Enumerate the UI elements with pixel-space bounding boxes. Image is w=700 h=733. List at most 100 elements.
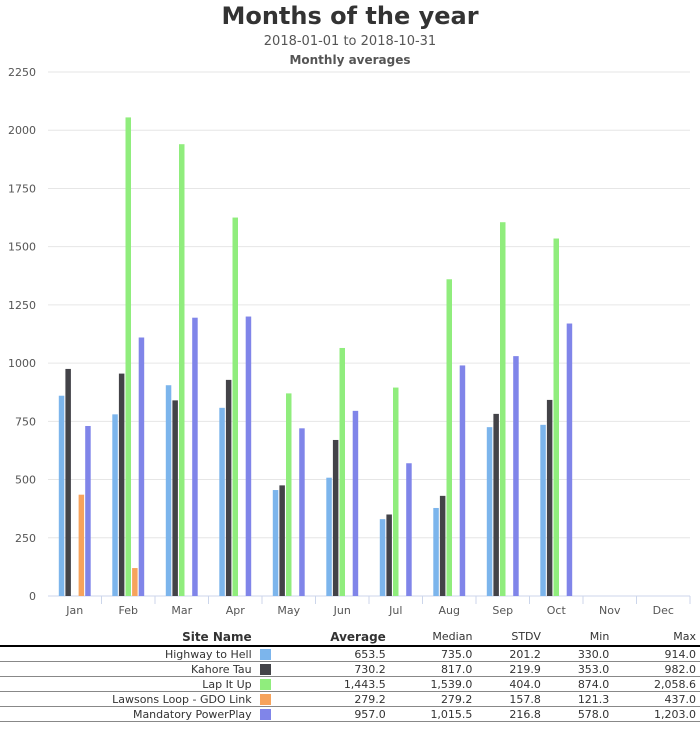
bar — [386, 514, 392, 596]
min-cell: 330.0 — [544, 646, 614, 662]
site-name-cell: Lap It Up — [0, 676, 256, 692]
stdv-cell: 157.8 — [476, 691, 545, 707]
x-tick-label: Dec — [653, 604, 674, 617]
header-max: Max — [613, 628, 700, 647]
legend-swatch — [259, 709, 271, 720]
median-cell: 735.0 — [389, 646, 477, 662]
table-row: Lap It Up 1,443.5 1,539.0 404.0 874.0 2,058.6 — [0, 676, 700, 692]
stdv-cell: 201.2 — [476, 646, 545, 662]
bar — [553, 238, 559, 596]
swatch-cell — [255, 706, 280, 722]
table-row: Kahore Tau 730.2 817.0 219.9 353.0 982.0 — [0, 661, 700, 677]
bar — [406, 463, 412, 596]
bar — [192, 317, 198, 596]
median-cell: 1,015.5 — [389, 706, 477, 722]
bar — [486, 427, 493, 596]
bar — [500, 222, 506, 597]
site-name-cell: Lawsons Loop - GDO Link — [0, 691, 256, 707]
bar — [433, 507, 439, 596]
y-tick-label: 2000 — [8, 124, 36, 137]
bar — [219, 407, 225, 596]
table-row: Lawsons Loop - GDO Link 279.2 279.2 157.8 12… — [0, 691, 700, 707]
y-tick-label: 1500 — [8, 241, 36, 254]
median-cell: 817.0 — [389, 661, 477, 677]
average-cell: 279.2 — [279, 691, 390, 707]
header-median: Median — [389, 628, 477, 647]
bar — [125, 117, 131, 596]
bar — [65, 368, 71, 596]
bar — [179, 144, 185, 596]
x-tick-label: Feb — [119, 604, 138, 617]
x-tick-label: Sep — [492, 604, 513, 617]
header-average: Average — [279, 628, 390, 647]
bar — [566, 323, 573, 596]
x-tick-label: Aug — [439, 604, 460, 617]
stats-header-row: Site Name Average Median STDV Min Max — [0, 628, 700, 647]
bar — [439, 495, 446, 596]
bar — [132, 568, 138, 596]
swatch-cell — [255, 691, 280, 707]
y-tick-label: 500 — [15, 474, 36, 487]
header-min: Min — [544, 628, 614, 647]
bar — [232, 217, 238, 597]
median-cell: 1,539.0 — [389, 676, 477, 692]
site-name-cell: Kahore Tau — [0, 661, 256, 677]
swatch-cell — [255, 661, 280, 677]
legend-swatch — [259, 664, 271, 675]
table-row: Mandatory PowerPlay 957.0 1,015.5 216.8 578.… — [0, 706, 700, 722]
bar — [172, 400, 178, 596]
y-tick-label: 1000 — [8, 357, 36, 370]
legend-swatch — [259, 694, 271, 705]
max-cell: 982.0 — [613, 661, 700, 677]
bar — [446, 279, 452, 596]
swatch-cell — [255, 676, 280, 692]
y-tick-label: 1750 — [8, 182, 36, 195]
min-cell: 121.3 — [544, 691, 614, 707]
stdv-cell: 219.9 — [476, 661, 545, 677]
legend-swatch — [259, 649, 271, 660]
bar — [513, 356, 519, 596]
swatch-cell — [255, 646, 280, 662]
bar — [78, 494, 85, 596]
bar — [299, 428, 305, 596]
stats-table: Site Name Average Median STDV Min Max Hi… — [0, 628, 700, 722]
bar — [58, 395, 65, 596]
bar-chart: 0 250 500 750 1000 1250 1500 1750 2000 2250 Jan Feb… — [8, 66, 691, 617]
x-tick-label: Oct — [547, 604, 567, 617]
bar — [332, 439, 339, 596]
x-tick-label: Mar — [171, 604, 192, 617]
x-tick-label: May — [277, 604, 300, 617]
bar — [279, 485, 285, 596]
bar — [459, 365, 466, 596]
x-tick-label: Apr — [226, 604, 246, 617]
header-site-name: Site Name — [0, 628, 256, 647]
bar — [339, 347, 345, 596]
max-cell: 2,058.6 — [613, 676, 700, 692]
min-cell: 578.0 — [544, 706, 614, 722]
bar — [352, 410, 359, 596]
y-tick-label: 1250 — [8, 299, 36, 312]
header-stdv: STDV — [476, 628, 545, 647]
x-tick-label: Jul — [388, 604, 402, 617]
stdv-cell: 216.8 — [476, 706, 545, 722]
chart-subtitle-averages: Monthly averages — [289, 53, 411, 67]
bar — [393, 387, 399, 596]
y-tick-label: 2250 — [8, 66, 36, 79]
bar — [138, 337, 145, 596]
x-tick-label: Nov — [599, 604, 621, 617]
x-tick-label: Jun — [333, 604, 351, 617]
bar — [85, 425, 91, 596]
average-cell: 957.0 — [279, 706, 390, 722]
chart-subtitle: 2018-01-01 to 2018-10-31 — [263, 34, 437, 49]
median-cell: 279.2 — [389, 691, 477, 707]
average-cell: 730.2 — [279, 661, 390, 677]
bar — [546, 399, 553, 596]
max-cell: 1,203.0 — [613, 706, 700, 722]
bar — [245, 316, 252, 596]
bar — [118, 373, 125, 596]
header-swatch — [255, 628, 280, 647]
bar — [379, 519, 386, 596]
legend-swatch — [259, 679, 271, 690]
average-cell: 653.5 — [279, 646, 390, 662]
max-cell: 914.0 — [613, 646, 700, 662]
